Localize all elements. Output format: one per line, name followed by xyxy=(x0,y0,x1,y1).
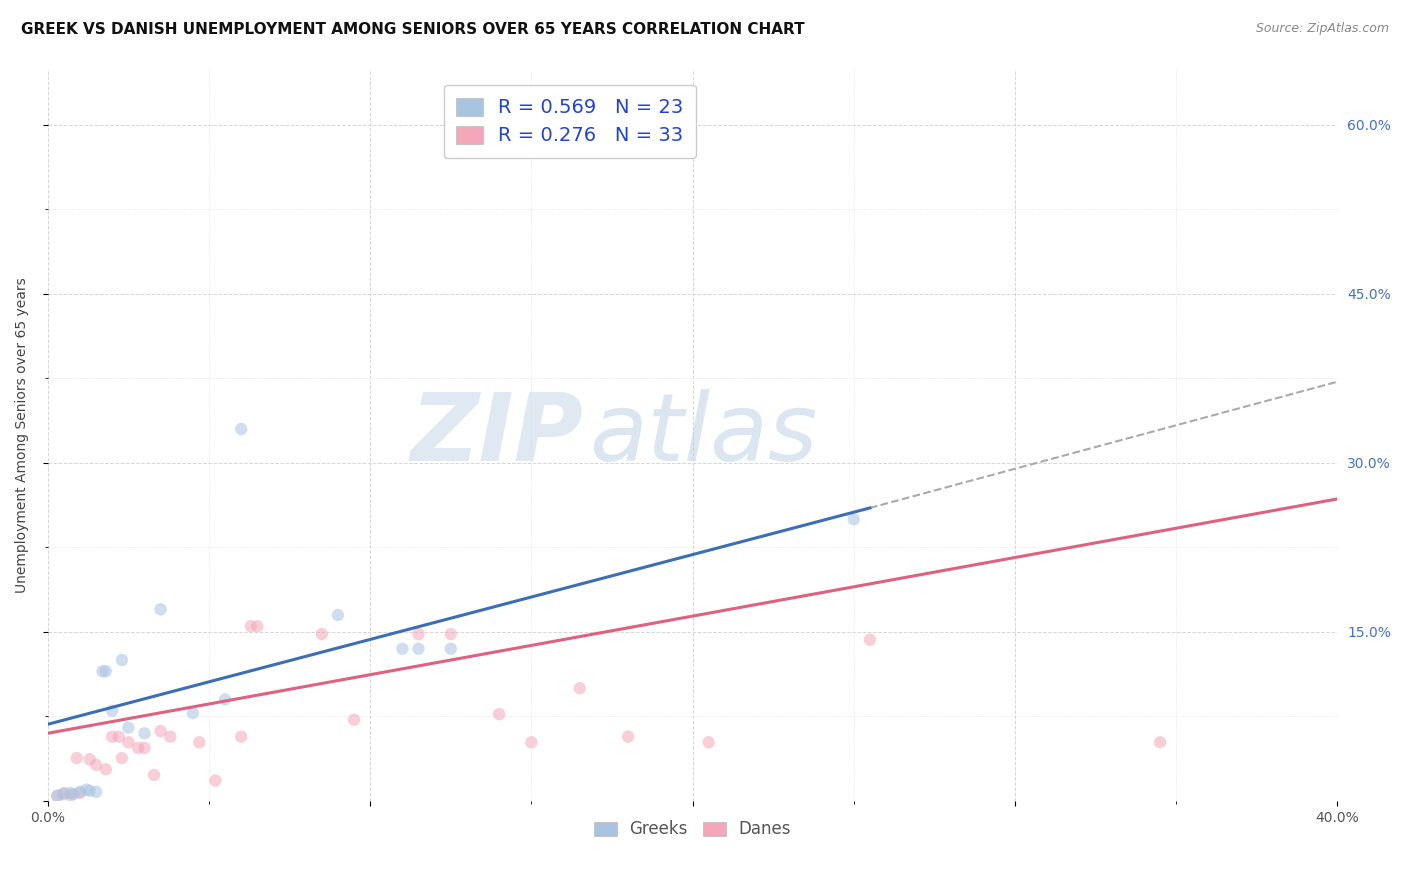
Point xyxy=(111,653,134,667)
Point xyxy=(134,726,156,740)
Point xyxy=(52,787,75,801)
Point xyxy=(69,785,91,799)
Point xyxy=(311,627,333,641)
Point xyxy=(134,740,156,755)
Point xyxy=(62,787,84,801)
Text: GREEK VS DANISH UNEMPLOYMENT AMONG SENIORS OVER 65 YEARS CORRELATION CHART: GREEK VS DANISH UNEMPLOYMENT AMONG SENIO… xyxy=(21,22,804,37)
Legend: Greeks, Danes: Greeks, Danes xyxy=(588,814,797,845)
Point xyxy=(568,681,591,696)
Point xyxy=(326,607,349,622)
Point xyxy=(84,785,107,799)
Point xyxy=(79,783,101,797)
Point xyxy=(408,627,430,641)
Point xyxy=(107,730,129,744)
Point xyxy=(239,619,262,633)
Point xyxy=(91,665,114,679)
Point xyxy=(101,704,124,718)
Point xyxy=(46,789,69,803)
Point xyxy=(204,773,226,788)
Point xyxy=(94,665,117,679)
Point xyxy=(117,721,139,735)
Point xyxy=(859,632,882,647)
Point xyxy=(520,735,543,749)
Point xyxy=(149,724,172,739)
Point xyxy=(214,692,236,706)
Point xyxy=(343,713,366,727)
Text: atlas: atlas xyxy=(589,389,818,480)
Point xyxy=(488,707,510,722)
Point xyxy=(143,768,166,782)
Point xyxy=(69,786,91,800)
Point xyxy=(66,751,89,765)
Point xyxy=(617,730,640,744)
Point xyxy=(246,619,269,633)
Point xyxy=(159,730,181,744)
Point xyxy=(117,735,139,749)
Text: Source: ZipAtlas.com: Source: ZipAtlas.com xyxy=(1256,22,1389,36)
Point xyxy=(231,422,253,436)
Point xyxy=(1149,735,1171,749)
Point xyxy=(52,786,75,800)
Point xyxy=(842,512,865,526)
Point xyxy=(408,641,430,656)
Point xyxy=(75,782,97,797)
Point xyxy=(59,786,82,800)
Point xyxy=(440,627,463,641)
Point xyxy=(391,641,413,656)
Point xyxy=(46,789,69,804)
Point xyxy=(188,735,211,749)
Point xyxy=(697,735,720,749)
Y-axis label: Unemployment Among Seniors over 65 years: Unemployment Among Seniors over 65 years xyxy=(15,277,30,592)
Point xyxy=(111,751,134,765)
Text: ZIP: ZIP xyxy=(411,389,583,481)
Point xyxy=(94,762,117,776)
Point xyxy=(440,641,463,656)
Point xyxy=(101,730,124,744)
Point xyxy=(149,602,172,616)
Point xyxy=(127,740,149,755)
Point xyxy=(181,706,204,720)
Point xyxy=(231,730,253,744)
Point xyxy=(84,757,107,772)
Point xyxy=(59,789,82,803)
Point xyxy=(79,752,101,766)
